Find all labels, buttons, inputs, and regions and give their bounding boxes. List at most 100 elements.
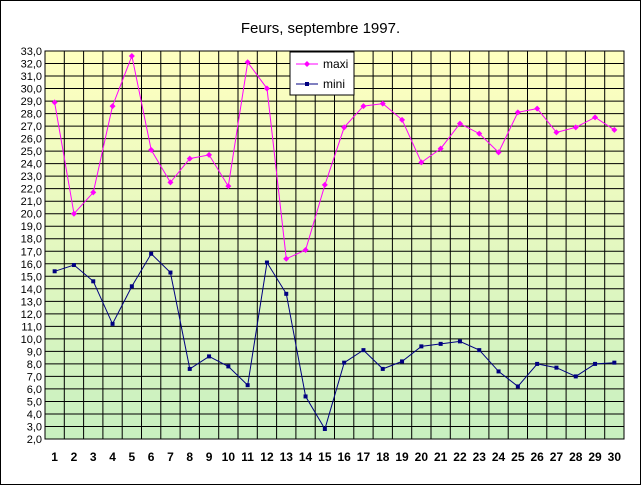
x-tick-label: 22 [453, 450, 467, 464]
data-point-mini [168, 270, 173, 275]
y-tick-label: 29,0 [21, 96, 42, 108]
data-point-mini [342, 360, 347, 365]
data-point-mini [535, 361, 540, 366]
legend-marker-maxi [304, 61, 310, 67]
data-point-maxi [418, 159, 425, 166]
data-point-maxi [225, 183, 232, 190]
y-tick-label: 8,0 [27, 359, 42, 371]
y-tick-label: 24,0 [21, 159, 42, 171]
y-tick-label: 27,0 [21, 121, 42, 133]
data-point-mini [419, 344, 424, 349]
x-tick-label: 8 [186, 450, 193, 464]
data-point-mini [457, 339, 462, 344]
x-tick-label: 4 [109, 450, 116, 464]
x-tick-label: 28 [569, 450, 583, 464]
data-point-maxi [534, 105, 541, 112]
data-point-mini [303, 394, 308, 399]
x-tick-label: 29 [588, 450, 602, 464]
legend: maxi mini [289, 51, 355, 96]
y-tick-label: 7,0 [27, 371, 42, 383]
data-point-mini [380, 366, 385, 371]
data-point-maxi [456, 120, 463, 127]
data-point-mini [438, 341, 443, 346]
series-line-maxi [54, 54, 615, 260]
x-tick-label: 26 [530, 450, 544, 464]
data-point-maxi [148, 146, 155, 153]
legend-label-mini: mini [323, 77, 345, 91]
data-point-mini [110, 321, 115, 326]
data-point-mini [400, 359, 405, 364]
data-point-maxi [399, 116, 406, 123]
y-tick-label: 25,0 [21, 146, 42, 158]
y-tick-label: 33,0 [21, 46, 42, 58]
x-tick-label: 19 [395, 450, 409, 464]
series-line-mini [54, 252, 615, 431]
data-point-mini [515, 384, 520, 389]
data-point-maxi [379, 100, 386, 107]
data-point-mini [71, 263, 76, 268]
x-tick-label: 3 [90, 450, 97, 464]
legend-box [289, 51, 355, 96]
y-tick-label: 16,0 [21, 259, 42, 271]
x-tick-label: 15 [318, 450, 332, 464]
y-tick-label: 5,0 [27, 396, 42, 408]
y-tick-label: 12,0 [21, 309, 42, 321]
x-axis-tick-labels: 1 2 3 4 5 6 7 8 9 10 11 12 13 14 15 16 17 18 19 20 21 22 23 24 2… [51, 450, 621, 464]
y-tick-label: 2,0 [27, 434, 42, 446]
x-tick-label: 1 [51, 450, 58, 464]
y-tick-label: 15,0 [21, 271, 42, 283]
chart-title: Feurs, septembre 1997. [240, 20, 401, 37]
data-point-maxi [360, 103, 367, 110]
data-point-maxi [592, 114, 599, 121]
y-tick-label: 4,0 [27, 409, 42, 421]
y-tick-label: 31,0 [21, 71, 42, 83]
y-tick-label: 32,0 [21, 59, 42, 71]
y-tick-label: 21,0 [21, 196, 42, 208]
x-tick-label: 14 [299, 450, 313, 464]
data-point-mini [149, 251, 154, 256]
data-point-maxi [437, 145, 444, 152]
data-point-maxi [109, 103, 116, 110]
x-tick-label: 18 [376, 450, 390, 464]
y-tick-label: 17,0 [21, 246, 42, 258]
data-point-maxi [495, 149, 502, 156]
data-point-maxi [206, 151, 213, 158]
data-point-mini [284, 291, 289, 296]
data-point-maxi [186, 155, 193, 162]
data-point-mini [207, 354, 212, 359]
y-tick-label: 23,0 [21, 171, 42, 183]
x-tick-label: 10 [222, 450, 236, 464]
data-point-maxi [341, 124, 348, 131]
data-point-maxi [167, 179, 174, 186]
data-point-mini [612, 360, 617, 365]
y-tick-label: 13,0 [21, 296, 42, 308]
data-point-maxi [51, 99, 58, 106]
x-tick-label: 13 [280, 450, 294, 464]
y-tick-label: 30,0 [21, 84, 42, 96]
y-tick-label: 10,0 [21, 334, 42, 346]
data-point-mini [593, 361, 598, 366]
x-tick-label: 25 [511, 450, 525, 464]
x-tick-label: 12 [260, 450, 274, 464]
x-tick-label: 11 [241, 450, 254, 464]
x-tick-label: 9 [206, 450, 213, 464]
data-point-maxi [70, 210, 77, 217]
x-tick-label: 2 [71, 450, 78, 464]
data-point-maxi [244, 59, 251, 66]
data-point-mini [91, 279, 96, 284]
data-point-mini [496, 369, 501, 374]
y-tick-label: 22,0 [21, 184, 42, 196]
y-tick-label: 26,0 [21, 134, 42, 146]
y-tick-label: 9,0 [27, 346, 42, 358]
x-tick-label: 6 [148, 450, 155, 464]
legend-label-maxi: maxi [323, 57, 348, 71]
data-point-mini [52, 269, 57, 274]
data-point-mini [129, 284, 134, 289]
x-tick-label: 21 [434, 450, 448, 464]
y-tick-label: 19,0 [21, 221, 42, 233]
data-point-mini [477, 348, 482, 353]
y-tick-label: 3,0 [27, 421, 42, 433]
data-point-mini [322, 426, 327, 431]
y-tick-label: 6,0 [27, 384, 42, 396]
x-tick-label: 17 [357, 450, 371, 464]
